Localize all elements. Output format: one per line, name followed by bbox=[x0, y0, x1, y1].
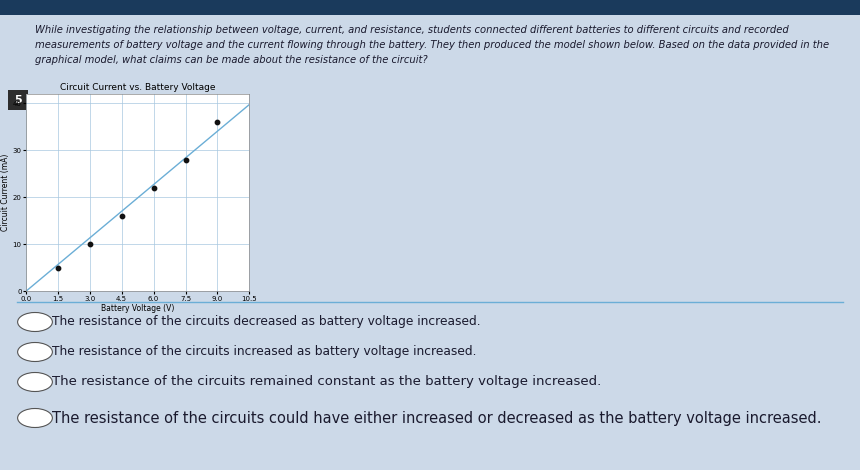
Text: The resistance of the circuits remained constant as the battery voltage increase: The resistance of the circuits remained … bbox=[52, 376, 601, 389]
Text: The resistance of the circuits could have either increased or decreased as the b: The resistance of the circuits could hav… bbox=[52, 410, 821, 425]
Text: C: C bbox=[32, 377, 38, 386]
Point bbox=[114, 212, 128, 220]
Text: B: B bbox=[32, 347, 38, 357]
Text: measurements of battery voltage and the current flowing through the battery. The: measurements of battery voltage and the … bbox=[35, 40, 829, 50]
X-axis label: Battery Voltage (V): Battery Voltage (V) bbox=[101, 305, 175, 313]
Y-axis label: Circuit Current (mA): Circuit Current (mA) bbox=[1, 154, 9, 231]
Text: graphical model, what claims can be made about the resistance of the circuit?: graphical model, what claims can be made… bbox=[35, 55, 427, 65]
FancyBboxPatch shape bbox=[0, 0, 860, 15]
Point bbox=[147, 184, 161, 192]
Point bbox=[179, 156, 193, 164]
FancyBboxPatch shape bbox=[8, 90, 28, 110]
Point bbox=[51, 264, 64, 272]
Text: D: D bbox=[32, 414, 39, 423]
Text: A: A bbox=[32, 318, 38, 327]
Text: While investigating the relationship between voltage, current, and resistance, s: While investigating the relationship bet… bbox=[35, 25, 789, 35]
Text: 5: 5 bbox=[14, 95, 22, 105]
Text: The resistance of the circuits increased as battery voltage increased.: The resistance of the circuits increased… bbox=[52, 345, 476, 359]
Point bbox=[83, 241, 96, 248]
Title: Circuit Current vs. Battery Voltage: Circuit Current vs. Battery Voltage bbox=[60, 83, 215, 92]
Text: The resistance of the circuits decreased as battery voltage increased.: The resistance of the circuits decreased… bbox=[52, 315, 481, 329]
Point bbox=[211, 118, 224, 126]
